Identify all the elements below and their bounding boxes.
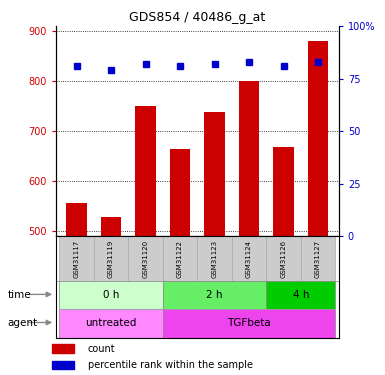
Bar [128, 236, 163, 281]
Text: percentile rank within the sample: percentile rank within the sample [88, 360, 253, 370]
Bar [59, 281, 163, 309]
Text: count: count [88, 344, 115, 354]
Text: GSM31119: GSM31119 [108, 240, 114, 278]
Bar [239, 81, 259, 236]
Bar [232, 236, 266, 281]
Text: 4 h: 4 h [293, 290, 309, 300]
Bar [66, 203, 87, 236]
Bar [301, 236, 335, 281]
Text: 2 h: 2 h [206, 290, 223, 300]
Text: TGFbeta: TGFbeta [227, 318, 271, 328]
Text: GSM31124: GSM31124 [246, 240, 252, 278]
Text: GSM31123: GSM31123 [212, 240, 218, 278]
Bar [101, 217, 121, 236]
Text: GSM31117: GSM31117 [74, 240, 80, 278]
Text: GSM31122: GSM31122 [177, 240, 183, 278]
Bar [59, 236, 94, 281]
Bar [163, 236, 197, 281]
Text: untreated: untreated [85, 318, 137, 328]
Bar [52, 344, 75, 352]
Bar [52, 361, 75, 369]
Bar [204, 112, 225, 236]
Title: GDS854 / 40486_g_at: GDS854 / 40486_g_at [129, 11, 265, 24]
Bar [266, 281, 335, 309]
Text: GSM31120: GSM31120 [142, 240, 149, 278]
Bar [163, 281, 266, 309]
Text: GSM31127: GSM31127 [315, 240, 321, 278]
Bar [266, 236, 301, 281]
Text: time: time [8, 290, 31, 300]
Text: 0 h: 0 h [103, 290, 119, 300]
Text: agent: agent [8, 318, 38, 328]
Bar [273, 147, 294, 236]
Bar [94, 236, 128, 281]
Bar [198, 236, 232, 281]
Bar [308, 41, 328, 236]
Bar [59, 309, 163, 338]
Bar [135, 106, 156, 236]
Text: GSM31126: GSM31126 [281, 240, 286, 278]
Bar [170, 149, 191, 236]
Bar [163, 309, 335, 338]
